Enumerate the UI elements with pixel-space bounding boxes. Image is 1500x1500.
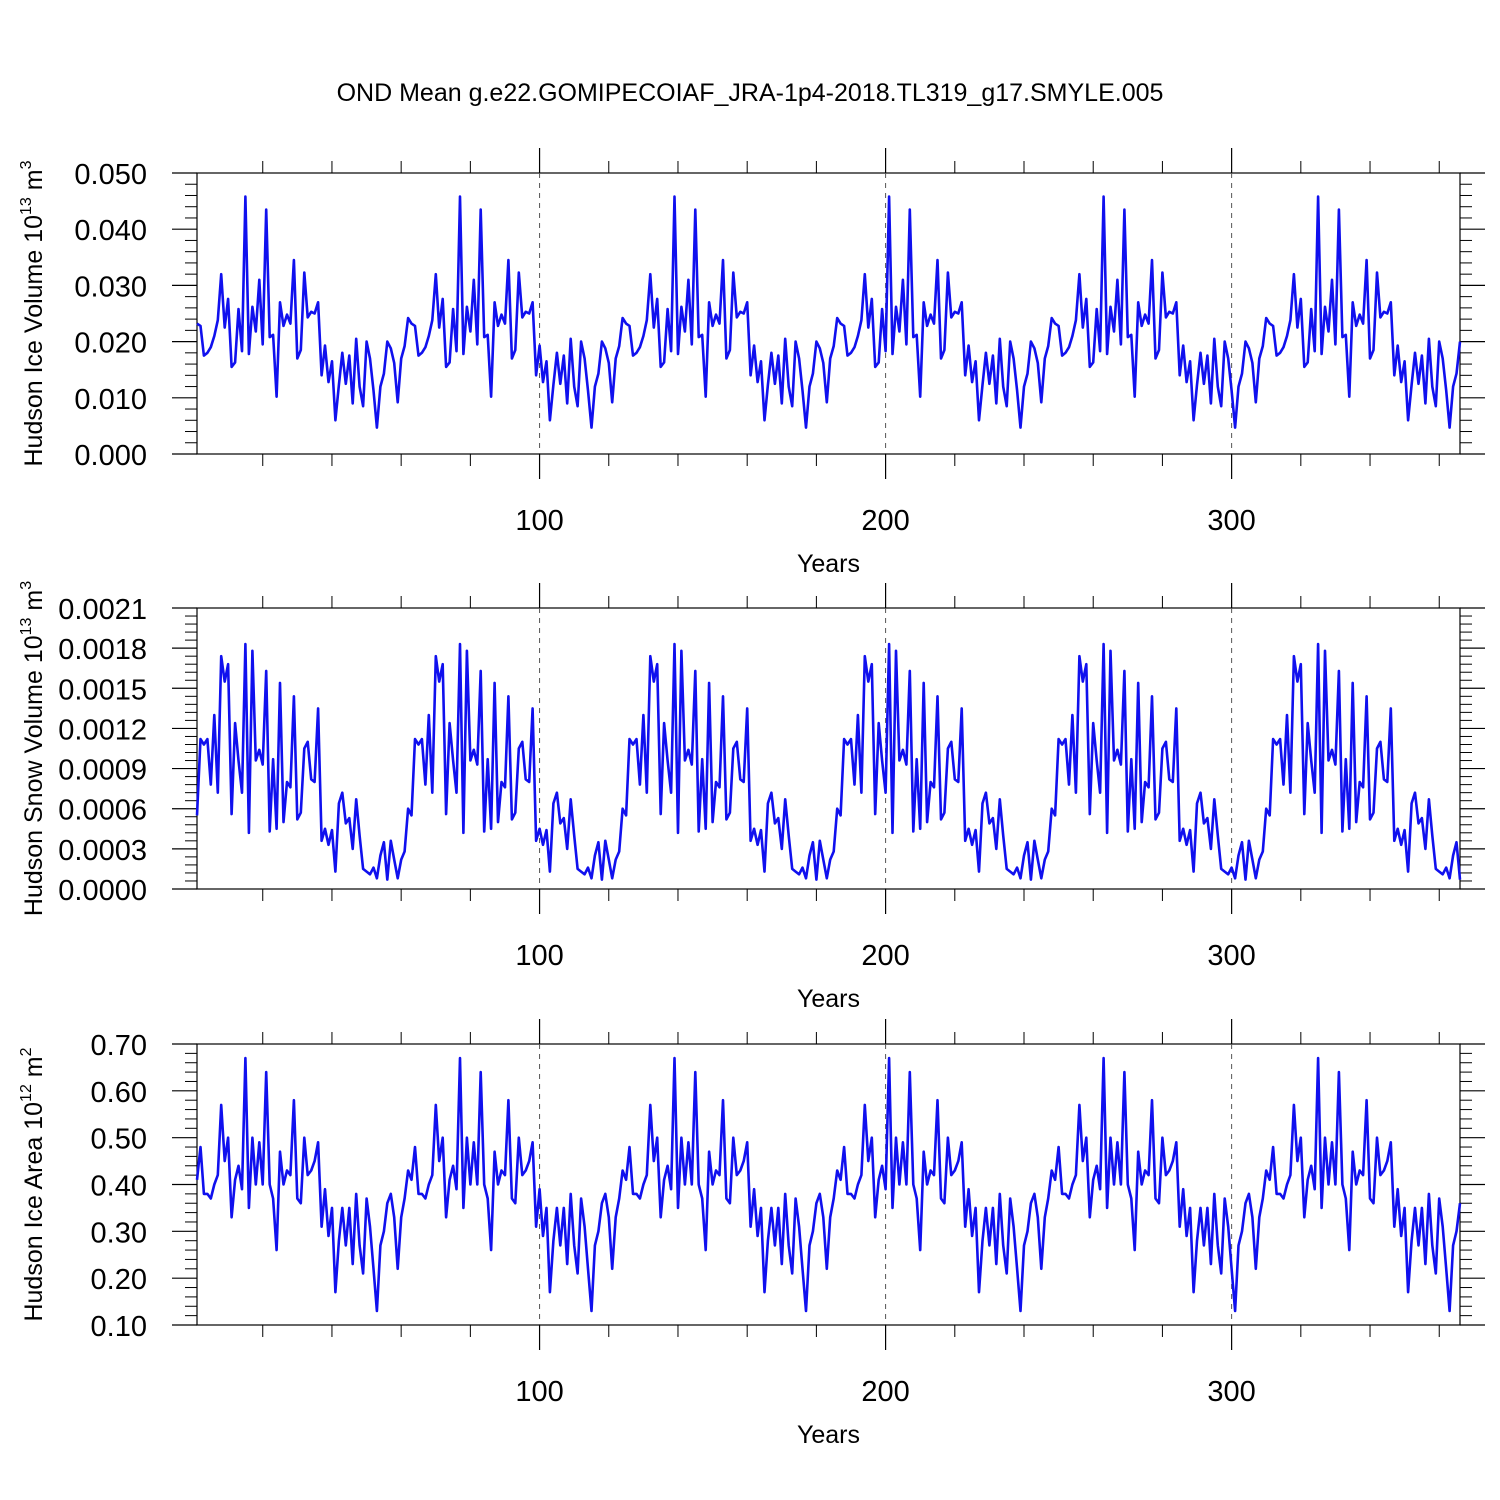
y-axis-label-unit: m: [20, 1056, 48, 1084]
y-axis-label: Hudson Ice Volume 1013 m3: [18, 160, 48, 466]
y-axis-label-exponent: 13: [18, 197, 35, 215]
y-tick-label: 0.70: [91, 1030, 147, 1062]
x-tick-label: 300: [1207, 940, 1255, 972]
chart-panels: 100 200 300 0.000 0.010 0.020 0.030 0.040 0.050 Y…: [18, 148, 1485, 1449]
y-tick-label: 0.0012: [58, 714, 147, 746]
y-axis-label-unit: m: [20, 169, 48, 197]
x-tick-label: 200: [861, 940, 909, 972]
chart-panel-1: 100 200 300 0.000 0.010 0.020 0.030 0.040 0.050 Y…: [18, 148, 1485, 578]
x-tick-label: 200: [861, 505, 909, 537]
y-axis-label-text: Hudson Ice Volume 10: [20, 215, 48, 467]
x-tick-label: 300: [1207, 1376, 1255, 1408]
y-tick-label: 0.40: [91, 1171, 147, 1203]
y-axis-label-unit-exponent: 3: [18, 160, 35, 169]
y-axis-label-exponent: 13: [18, 617, 35, 635]
x-tick-label: 100: [515, 940, 563, 972]
x-axis-label: Years: [797, 550, 860, 578]
y-tick-label: 0.0000: [58, 875, 147, 907]
y-tick-label: 0.10: [91, 1311, 147, 1343]
x-tick-label: 100: [515, 505, 563, 537]
plot-frame: [196, 1043, 1461, 1326]
y-tick-label: 0.010: [74, 384, 147, 416]
x-axis-label: Years: [797, 985, 860, 1013]
x-tick-label: 200: [861, 1376, 909, 1408]
plot-frame: [196, 607, 1461, 890]
chart-panel-2: 100 200 300 0.0000 0.0003 0.0006 0.0009 0.0012 0…: [18, 581, 1485, 1013]
x-axis-label: Years: [797, 1421, 860, 1449]
y-tick-label: 0.030: [74, 271, 147, 303]
y-tick-label: 0.50: [91, 1124, 147, 1156]
y-tick-label: 0.020: [74, 328, 147, 360]
y-axis-label-unit-exponent: 2: [18, 1047, 35, 1056]
y-axis-label-text: Hudson Snow Volume 10: [20, 635, 48, 916]
y-tick-label: 0.0021: [58, 594, 147, 626]
x-tick-label: 300: [1207, 505, 1255, 537]
series-line: [195, 642, 1462, 881]
y-axis-label-text: Hudson Ice Area 10: [20, 1102, 48, 1322]
x-tick-label: 100: [515, 1376, 563, 1408]
y-tick-label: 0.050: [74, 159, 147, 191]
plot-frame: [196, 172, 1461, 455]
y-axis-label: Hudson Snow Volume 1013 m3: [18, 581, 48, 916]
y-tick-label: 0.040: [74, 215, 147, 247]
y-axis-label: Hudson Ice Area 1012 m2: [18, 1047, 48, 1321]
series-line: [196, 195, 1462, 429]
y-tick-label: 0.0009: [58, 755, 147, 787]
y-tick-label: 0.0006: [58, 795, 147, 827]
y-tick-label: 0.30: [91, 1217, 147, 1249]
y-axis-label-exponent: 12: [18, 1084, 35, 1102]
y-tick-label: 0.60: [91, 1077, 147, 1109]
y-tick-label: 0.0015: [58, 674, 147, 706]
figure-title: OND Mean g.e22.GOMIPECOIAF_JRA-1p4-2018.…: [337, 79, 1164, 107]
y-tick-label: 0.0003: [58, 835, 147, 867]
y-tick-label: 0.0018: [58, 634, 147, 666]
y-axis-label-unit-exponent: 3: [18, 581, 35, 590]
y-tick-label: 0.20: [91, 1264, 147, 1296]
series-line: [195, 1056, 1462, 1313]
chart-panel-3: 100 200 300 0.10 0.20 0.30 0.40 0.50 0.60 0.70 Yea…: [18, 1019, 1485, 1449]
y-axis-label-unit: m: [20, 590, 48, 618]
y-tick-label: 0.000: [74, 440, 147, 472]
